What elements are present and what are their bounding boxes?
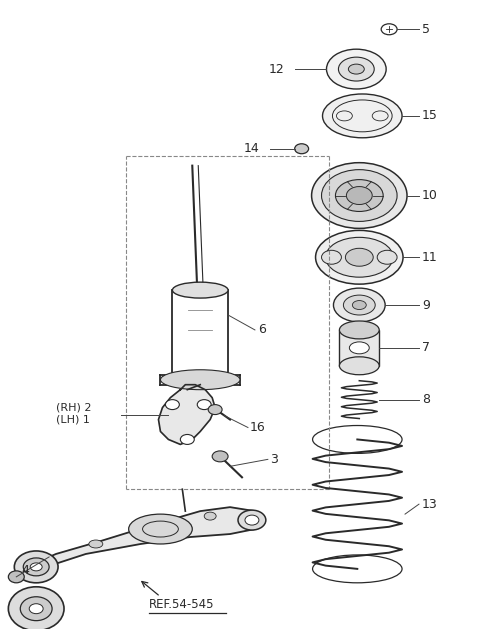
Text: 12: 12 <box>269 62 285 76</box>
Ellipse shape <box>323 94 402 138</box>
Ellipse shape <box>315 231 403 284</box>
Ellipse shape <box>326 49 386 89</box>
Ellipse shape <box>166 399 180 410</box>
Ellipse shape <box>212 451 228 462</box>
Ellipse shape <box>29 604 43 614</box>
Text: 6: 6 <box>258 323 266 336</box>
Ellipse shape <box>346 248 373 266</box>
Polygon shape <box>158 385 215 444</box>
Ellipse shape <box>172 282 228 298</box>
Text: REF.54-545: REF.54-545 <box>148 598 214 611</box>
Text: 16: 16 <box>250 421 266 434</box>
Text: 5: 5 <box>422 23 430 36</box>
Ellipse shape <box>20 597 52 621</box>
Ellipse shape <box>180 435 194 444</box>
Text: 8: 8 <box>422 393 430 406</box>
Ellipse shape <box>322 169 397 221</box>
Ellipse shape <box>208 404 222 415</box>
Text: 3: 3 <box>270 453 278 466</box>
Ellipse shape <box>322 250 341 264</box>
Text: 7: 7 <box>422 341 430 354</box>
Ellipse shape <box>348 64 364 74</box>
Bar <box>339 330 379 366</box>
Text: (RH) 2: (RH) 2 <box>56 403 92 413</box>
Ellipse shape <box>352 301 366 309</box>
Ellipse shape <box>338 57 374 81</box>
Text: 10: 10 <box>422 189 438 202</box>
Polygon shape <box>21 507 260 569</box>
Ellipse shape <box>295 144 309 154</box>
Ellipse shape <box>129 514 192 544</box>
Text: (LH) 1: (LH) 1 <box>56 415 90 425</box>
Text: 11: 11 <box>422 251 438 264</box>
Ellipse shape <box>8 587 64 630</box>
Ellipse shape <box>325 238 393 277</box>
Ellipse shape <box>312 163 407 229</box>
Ellipse shape <box>245 515 259 525</box>
Ellipse shape <box>30 563 42 571</box>
Ellipse shape <box>89 540 103 548</box>
Ellipse shape <box>23 558 49 576</box>
Ellipse shape <box>347 186 372 205</box>
Ellipse shape <box>349 342 369 354</box>
Text: 13: 13 <box>422 498 438 511</box>
Text: 15: 15 <box>422 110 438 122</box>
Ellipse shape <box>8 571 24 583</box>
Ellipse shape <box>238 510 266 530</box>
Ellipse shape <box>14 551 58 583</box>
Ellipse shape <box>339 321 379 339</box>
Ellipse shape <box>160 370 240 390</box>
Ellipse shape <box>336 180 383 212</box>
Ellipse shape <box>334 288 385 322</box>
Text: 9: 9 <box>422 299 430 312</box>
Text: 14: 14 <box>244 142 260 155</box>
Ellipse shape <box>339 357 379 375</box>
Ellipse shape <box>377 250 397 264</box>
Text: 4: 4 <box>21 564 29 577</box>
Ellipse shape <box>197 399 211 410</box>
Ellipse shape <box>343 295 375 315</box>
Ellipse shape <box>204 512 216 520</box>
